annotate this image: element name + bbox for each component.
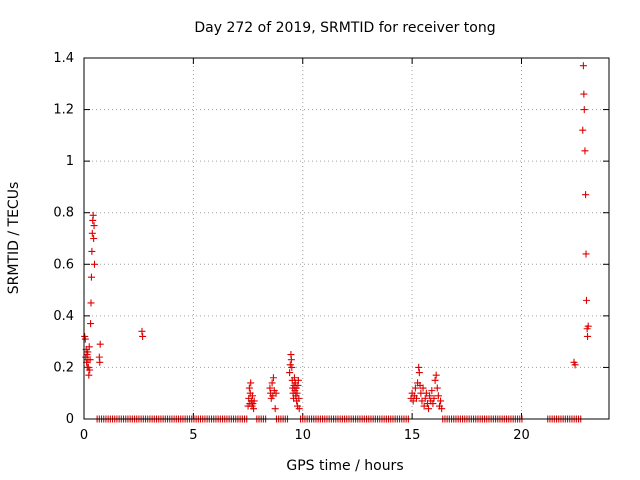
data-points [81,62,592,413]
data-point [96,358,104,366]
data-point [579,126,587,134]
data-point [293,389,301,397]
y-tick-label: 1.4 [53,51,74,66]
data-point [88,229,96,237]
x-tick-label: 10 [294,428,311,443]
chart-title: Day 272 of 2019, SRMTID for receiver ton… [194,20,495,36]
data-point [430,394,438,402]
data-point [411,384,419,392]
data-point [84,348,92,356]
data-point [413,394,420,402]
data-point [91,260,98,268]
data-point [266,384,274,392]
data-point [433,384,441,392]
data-point [87,320,95,328]
data-point [96,340,104,348]
y-tick-label: 1 [66,154,74,169]
x-tick-label: 20 [513,428,530,443]
data-point [250,405,258,413]
x-tick-label: 15 [404,428,421,443]
y-tick-label: 0.2 [53,360,74,375]
data-point [90,222,98,230]
x-tick-label: 0 [80,428,88,443]
data-point [294,376,302,384]
data-point [86,356,94,364]
data-point [431,376,439,384]
data-point [89,211,97,219]
data-point [268,379,276,387]
data-point [295,394,303,402]
data-point [582,191,590,199]
data-point [138,327,146,335]
y-tick-label: 0.4 [53,309,74,324]
data-point [245,384,253,392]
data-point [290,374,298,382]
data-point [286,369,294,377]
data-point [428,387,436,395]
data-point [582,296,590,304]
data-point [419,384,427,392]
data-point [580,106,588,114]
data-point [247,379,255,387]
data-point [287,356,295,364]
data-point [582,250,590,258]
data-point [429,400,437,408]
data-point [86,366,94,374]
data-point [438,405,446,413]
data-point [579,62,587,70]
data-point [425,405,433,413]
data-point [85,343,93,351]
data-point [415,369,423,377]
data-point [85,371,93,379]
plot-frame [83,57,610,420]
data-point [584,322,592,330]
x-tick-label: 5 [189,428,197,443]
data-point [437,397,445,405]
data-point [426,392,434,400]
y-tick-label: 0 [66,412,74,427]
data-point [571,361,579,369]
data-point [432,371,440,379]
y-axis-label: SRMTID / TECUs [6,182,22,295]
data-point [421,394,429,402]
data-point [88,247,96,255]
data-point [272,389,280,397]
data-point [415,363,423,371]
data-point [581,147,589,155]
data-point [580,90,588,98]
y-tick-label: 1.2 [53,103,74,118]
data-point [248,392,256,400]
data-point [87,273,95,281]
y-tick-label: 0.8 [53,206,74,221]
data-point [87,299,95,307]
grid [84,58,609,419]
data-point [269,374,277,382]
data-point [271,405,279,413]
data-point [295,405,303,413]
data-point [81,335,89,343]
data-point [90,235,98,242]
data-point [434,392,442,400]
data-point [250,397,258,405]
data-point [139,332,147,340]
y-tick-label: 0.6 [53,257,74,272]
data-point [288,363,296,371]
data-point [584,332,592,340]
x-axis-label: GPS time / hours [286,458,403,474]
